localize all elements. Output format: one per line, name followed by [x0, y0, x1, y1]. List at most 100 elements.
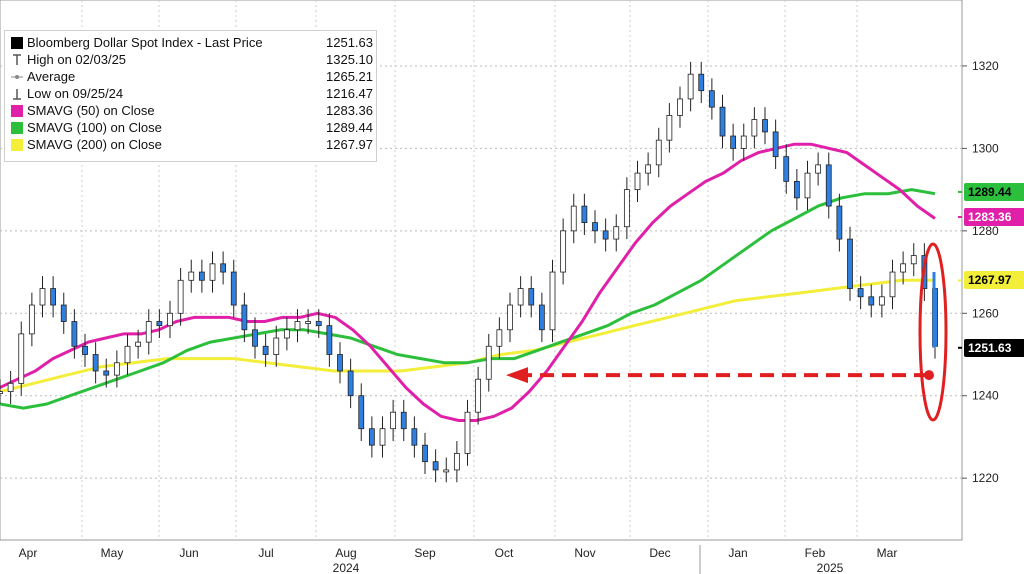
price-candle [167, 312, 173, 327]
price-candle [655, 139, 662, 166]
price-candle [485, 345, 492, 380]
price-candle [623, 189, 630, 228]
price-candle [825, 164, 832, 207]
price-candle [783, 156, 790, 182]
x-tick-label: Oct [495, 546, 514, 560]
legend-swatch-sma200 [11, 139, 23, 151]
price-candle [198, 271, 205, 281]
x-tick-label: Sep [414, 546, 436, 560]
legend-value-sma100: 1289.44 [326, 120, 373, 135]
price-candle [878, 296, 885, 306]
legend-swatch-last-price [11, 37, 23, 49]
price-candle [751, 119, 758, 137]
price-candle [337, 354, 343, 372]
price-candle [528, 288, 535, 306]
price-candle [283, 329, 290, 339]
legend-item-last-price: Bloomberg Dollar Spot Index - Last Price… [11, 35, 373, 52]
tag-sma50: 1283.36 [964, 207, 1024, 226]
price-candle [400, 411, 407, 430]
y-tick-label: 1220 [972, 471, 999, 485]
legend-label-sma200: SMAVG (200) on Close [27, 137, 162, 152]
y-tick-label: 1300 [972, 141, 999, 155]
price-candle [634, 172, 641, 191]
price-candle [602, 230, 609, 240]
legend-item-average: Average 1265.21 [11, 69, 373, 86]
price-candle [60, 304, 67, 322]
legend-item-sma50: SMAVG (50) on Close 1283.36 [11, 103, 373, 120]
price-candle [390, 411, 397, 430]
red-arrow-dot [924, 370, 934, 381]
price-candle [698, 73, 705, 92]
price-candle [592, 222, 598, 232]
price-candle [156, 321, 163, 327]
price-candle [422, 444, 428, 463]
legend-value-high: 1325.10 [326, 52, 373, 67]
tag-sma200: 1267.97 [964, 271, 1024, 290]
x-tick-label: Apr [19, 546, 38, 560]
price-candle [103, 370, 110, 376]
red-arrowhead [506, 367, 528, 384]
price-candle [464, 411, 471, 454]
price-candle [507, 304, 513, 331]
price-candle [677, 98, 683, 116]
price-candle [124, 345, 131, 364]
legend-label-sma100: SMAVG (100) on Close [27, 120, 162, 135]
price-candle [708, 90, 715, 108]
price-candle [0, 391, 3, 395]
price-candle [273, 337, 280, 355]
price-candle [7, 382, 14, 393]
price-candle [71, 321, 78, 347]
legend-value-last-price: 1251.63 [326, 35, 373, 50]
price-candle [804, 172, 811, 199]
price-candle [368, 428, 375, 446]
y-tick-label: 1280 [972, 224, 999, 238]
low-marker-icon [11, 88, 23, 100]
price-candle [538, 304, 545, 331]
price-candle [496, 329, 503, 347]
legend-box: Bloomberg Dollar Spot Index - Last Price… [4, 30, 377, 162]
price-candle [740, 135, 747, 149]
x-tick-label: Feb [805, 546, 826, 560]
legend-item-high: High on 02/03/25 1325.10 [11, 52, 373, 69]
price-candle [730, 135, 737, 149]
legend-label-high: High on 02/03/25 [27, 52, 127, 67]
x-tick-label: Jun [179, 546, 198, 560]
price-candle [453, 453, 460, 471]
average-marker-icon [11, 71, 23, 83]
y-tick-label: 1260 [972, 306, 999, 320]
price-candle [358, 395, 365, 430]
price-candle [18, 333, 25, 384]
price-candle [613, 226, 620, 240]
price-candle [910, 255, 917, 265]
price-candle [294, 321, 301, 331]
price-candle [50, 288, 57, 306]
price-candle [209, 263, 216, 281]
legend-value-average: 1265.21 [326, 69, 373, 84]
price-candle [560, 230, 567, 273]
x-tick-label: Jul [258, 546, 273, 560]
legend-item-sma200: SMAVG (200) on Close 1267.97 [11, 137, 373, 154]
high-marker-icon [11, 54, 23, 66]
price-candle [230, 271, 237, 306]
x-tick-label: May [101, 546, 124, 560]
price-candle [687, 73, 694, 100]
price-candle [772, 131, 779, 158]
price-candle [92, 354, 99, 372]
price-candle [836, 205, 843, 240]
legend-swatch-sma100 [11, 122, 23, 134]
price-candle [443, 469, 450, 473]
sma100-line [0, 188, 936, 410]
tag-last-price: 1251.63 [964, 338, 1024, 357]
price-candle [145, 321, 152, 343]
price-candle [762, 119, 768, 133]
legend-label-low: Low on 09/25/24 [27, 86, 124, 101]
price-candle [581, 205, 588, 223]
price-candle [719, 106, 726, 137]
price-candle [570, 205, 577, 232]
legend-label-last-price: Bloomberg Dollar Spot Index - Last Price [27, 35, 263, 50]
price-candle [889, 271, 896, 298]
y-tick-label: 1240 [972, 389, 999, 403]
price-candle [847, 238, 853, 289]
